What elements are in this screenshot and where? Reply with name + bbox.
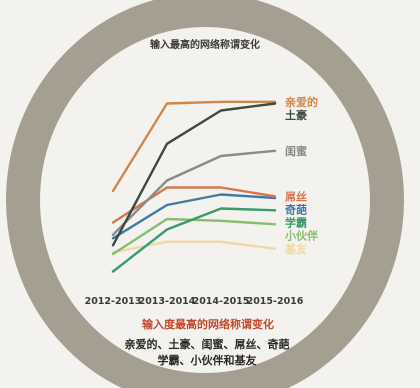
series-line-8 — [111, 240, 277, 254]
x-tick-label: 2012-2013 — [85, 296, 142, 307]
series-layer — [111, 100, 277, 273]
caption-line-2: 学霸、小伙伴和基友 — [158, 353, 257, 367]
series-label-3: 闺蜜 — [285, 144, 307, 158]
series-label-2: 亲爱的 — [285, 95, 318, 109]
chart-title: 输入最高的网络称谓变化 — [150, 38, 260, 51]
series-line-3 — [111, 149, 277, 237]
x-tick-label: 2015-2016 — [247, 296, 304, 307]
series-line-1 — [111, 102, 277, 247]
series-label-1: 土豪 — [285, 108, 307, 122]
series-line-2 — [111, 100, 277, 193]
series-label-6: 学霸 — [285, 215, 307, 229]
series-line-5 — [111, 193, 277, 240]
series-line-6 — [111, 207, 277, 273]
series-label-5: 奇葩 — [285, 202, 307, 216]
x-tick-label: 2013-2014 — [139, 296, 196, 307]
series-label-7: 小伙伴 — [284, 228, 318, 242]
caption-line-1: 亲爱的、土豪、闺蜜、屌丝、奇葩 — [125, 337, 290, 351]
series-label-4: 屌丝 — [285, 189, 307, 203]
lens-ring — [6, 0, 404, 388]
caption-subtitle: 输入度最高的网络称谓变化 — [142, 317, 274, 331]
series-line-4 — [111, 186, 277, 224]
x-tick-label: 2014-2015 — [193, 296, 250, 307]
series-label-8: 基友 — [284, 242, 307, 256]
